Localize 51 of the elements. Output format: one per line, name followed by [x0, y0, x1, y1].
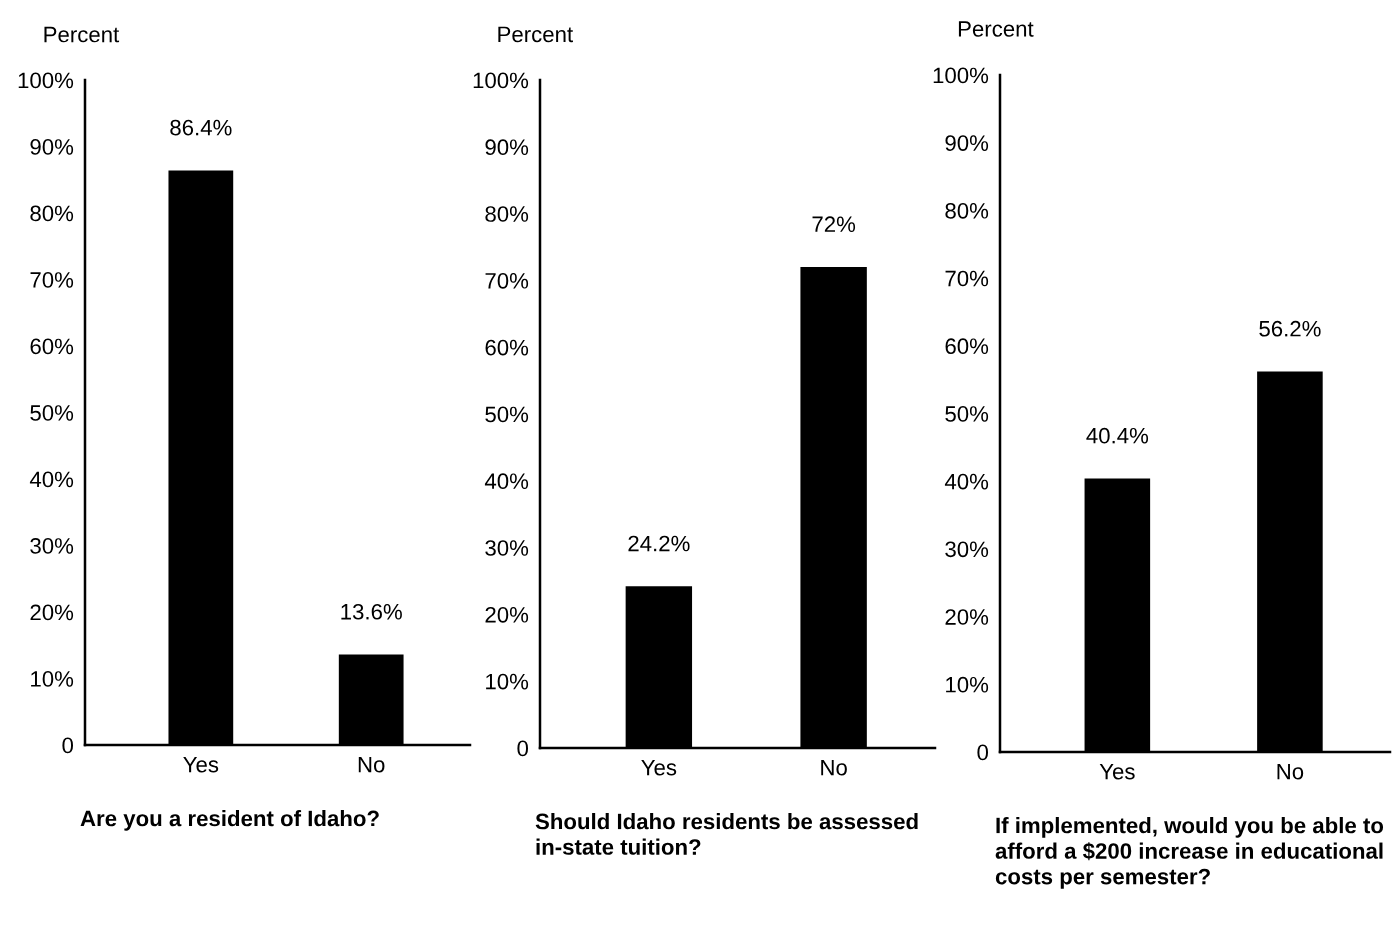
x-tick-label: Yes [183, 756, 219, 773]
y-tick-label: 0 [517, 740, 529, 757]
y-tick-label: 50% [30, 405, 74, 421]
y-tick-label: 30% [945, 541, 989, 558]
y-tick-label: 20% [30, 604, 74, 621]
data-label: 24.2% [628, 535, 690, 552]
data-label: 56.2% [1259, 320, 1321, 337]
y-tick-label: 30% [485, 540, 529, 556]
y-tick-label: 50% [485, 406, 529, 423]
y-tick-label: 10% [31, 671, 74, 687]
y-tick-label: 10% [486, 673, 529, 690]
y-tick-label: 60% [30, 338, 74, 355]
y-tick-label: 0 [62, 737, 74, 754]
y-tick-label: 80% [485, 206, 529, 222]
y-tick-label: 60% [485, 339, 529, 356]
x-tick-label: Yes [641, 759, 677, 776]
y-tick-label: 40% [484, 473, 529, 490]
x-tick-label: Yes [1099, 763, 1135, 780]
y-tick-label: 70% [485, 272, 529, 289]
y-tick-label: 100% [933, 67, 989, 84]
x-tick-label: No [821, 759, 847, 776]
text: Are you a resident of Idaho? [80, 810, 379, 831]
data-label: 86.4% [170, 119, 232, 136]
y-tick-label: 40% [944, 473, 989, 490]
y-tick-label: 30% [30, 538, 74, 554]
y-tick-label: 50% [945, 406, 989, 422]
y-tick-label: 20% [945, 609, 989, 625]
y-tick-label: 90% [485, 139, 529, 156]
y-tick-label: 90% [30, 139, 74, 155]
y-axis-title: Percent [958, 21, 1034, 37]
data-label: 40.4% [1086, 427, 1149, 444]
text: Should Idaho residents be assessed in-state tuition? [535, 813, 918, 855]
y-tick-label: 60% [945, 338, 989, 355]
y-tick-label: 40% [29, 471, 74, 488]
x-tick-label: No [358, 756, 385, 773]
x-tick-label: No [1277, 763, 1304, 780]
y-tick-label: 80% [945, 202, 989, 219]
y-tick-label: 0 [977, 744, 989, 761]
y-tick-label: 70% [945, 270, 989, 287]
y-axis-title: Percent [498, 26, 573, 43]
y-tick-label: 90% [945, 135, 989, 151]
y-tick-label: 80% [30, 205, 74, 222]
data-label: 72% [812, 216, 856, 233]
y-tick-label: 70% [30, 272, 74, 288]
y-axis-title: Percent [44, 26, 120, 43]
data-label: 13.6% [341, 603, 402, 620]
y-tick-label: 100% [473, 72, 529, 89]
y-tick-label: 20% [485, 606, 529, 623]
y-tick-label: 100% [18, 72, 74, 89]
text: If implemented, would you be able to afford a $200 increase in educational costs per semester? [995, 817, 1384, 889]
y-tick-label: 10% [946, 676, 989, 693]
